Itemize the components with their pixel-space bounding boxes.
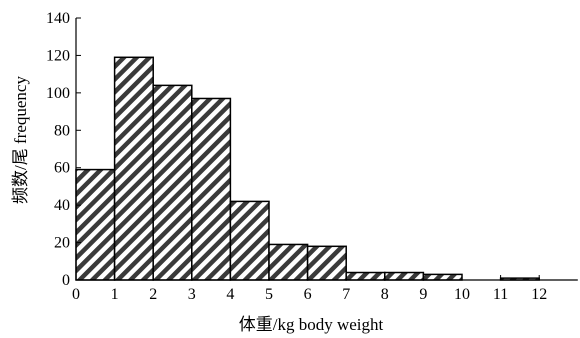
x-tick-label: 2 xyxy=(149,286,157,303)
histogram-bar xyxy=(75,168,116,281)
x-tick-label: 7 xyxy=(342,286,350,303)
x-tick-label: 9 xyxy=(419,286,427,303)
histogram-bar xyxy=(229,200,270,281)
x-tick-label: 5 xyxy=(265,286,273,303)
axes-group xyxy=(75,17,578,281)
x-tick-label: 10 xyxy=(454,286,470,303)
x-tick-label: 12 xyxy=(531,286,547,303)
x-tick-label: 4 xyxy=(226,286,234,303)
y-tick-label: 20 xyxy=(54,235,70,252)
x-tick-label: 3 xyxy=(188,286,196,303)
bars-group xyxy=(75,56,540,281)
x-tick-label: 8 xyxy=(381,286,389,303)
histogram-bar xyxy=(268,243,309,281)
y-tick-label: 120 xyxy=(46,47,70,64)
histogram-bar xyxy=(306,245,347,281)
y-tick-label: 40 xyxy=(54,197,70,214)
histogram-bar xyxy=(152,84,193,281)
x-tick-label: 1 xyxy=(111,286,119,303)
x-axis-label: 体重/kg body weight xyxy=(239,315,384,334)
histogram-bar xyxy=(345,271,386,281)
histogram-bar xyxy=(191,97,232,281)
y-tick-label: 0 xyxy=(62,272,70,289)
histogram-bar xyxy=(384,271,425,281)
x-tick-label: 11 xyxy=(493,286,508,303)
x-tick-label: 6 xyxy=(304,286,312,303)
y-tick-label: 60 xyxy=(54,160,70,177)
x-tick-label: 0 xyxy=(72,286,80,303)
y-tick-label: 140 xyxy=(46,10,70,27)
y-axis-label: 频数/尾 frequency xyxy=(11,76,30,204)
y-tick-label: 80 xyxy=(54,122,70,139)
y-tick-label: 100 xyxy=(46,85,70,102)
histogram-bar xyxy=(113,56,154,281)
histogram-bar xyxy=(422,273,463,281)
